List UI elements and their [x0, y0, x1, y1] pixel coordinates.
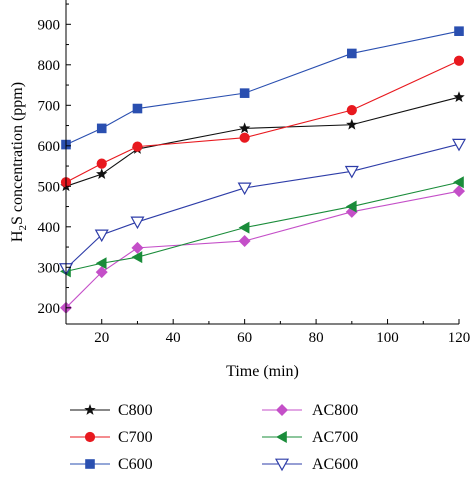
series-ac600: [58, 138, 467, 276]
x-tick-label: 40: [166, 330, 181, 346]
x-axis-title: Time (min): [226, 363, 299, 380]
data-point-c600: [132, 103, 143, 114]
data-point-c700: [346, 105, 357, 116]
legend-label-ac700: AC700: [312, 429, 358, 446]
x-tick-label: 60: [237, 330, 252, 346]
series-line-c600: [65, 30, 460, 146]
legend-item-ac800: AC800: [262, 402, 358, 419]
series-line-ac800: [65, 190, 460, 309]
legend-item-ac600: AC600: [262, 456, 358, 473]
data-point-ac600: [130, 216, 145, 230]
legend: C800 C700 C600 AC800 AC700 AC600: [70, 402, 358, 473]
series-line-c700: [65, 60, 460, 183]
data-point-ac800: [453, 185, 465, 198]
legend-marker-c600: [85, 459, 95, 469]
series-c700: [60, 55, 465, 188]
series-line-ac600: [65, 143, 460, 269]
data-point-c600: [347, 48, 357, 59]
data-point-c600: [454, 26, 464, 36]
y-axis-title-subscript: 2: [17, 225, 29, 231]
data-point-ac800: [238, 234, 251, 247]
data-point-c600: [96, 123, 107, 134]
x-tick-label: 100: [376, 330, 399, 346]
legend-marker-ac600: [274, 458, 290, 472]
data-point-ac700: [238, 221, 250, 234]
data-point-ac600: [237, 182, 252, 196]
y-axis-title-h: H: [9, 230, 26, 242]
data-point-ac600: [451, 138, 467, 152]
data-point-ac800: [131, 241, 144, 254]
series-ac800: [60, 185, 465, 314]
data-point-ac700: [345, 200, 357, 213]
series-c600: [61, 26, 464, 150]
legend-item-c800: C800: [70, 402, 153, 419]
legend-label-ac800: AC800: [312, 402, 358, 419]
legend-item-c600: C600: [70, 456, 153, 473]
axes: 20 40 60 80 100 120 200 300 400 500 600 700 800 900: [38, 0, 471, 346]
series-c800: [60, 91, 465, 192]
y-tick-label: 900: [38, 17, 61, 33]
legend-label-c700: C700: [118, 429, 153, 446]
data-point-ac700: [453, 176, 464, 189]
legend-label-c600: C600: [118, 456, 153, 473]
data-point-c800: [346, 118, 358, 130]
y-tick-label: 600: [38, 139, 61, 155]
data-point-ac700: [95, 257, 107, 270]
data-point-ac600: [94, 229, 109, 243]
data-point-c700: [239, 132, 250, 143]
y-tick-label: 500: [38, 179, 61, 195]
data-point-c800: [96, 168, 108, 179]
plot-area: [58, 26, 467, 314]
y-tick-label: 400: [38, 220, 61, 236]
legend-item-c700: C700: [70, 429, 153, 446]
x-tick-label: 80: [309, 330, 324, 346]
data-point-ac700: [131, 251, 143, 264]
legend-marker-ac800: [276, 404, 288, 416]
y-tick-label: 700: [38, 98, 61, 114]
y-axis-title-rest: S concentration (ppm): [9, 82, 26, 225]
legend-label-c800: C800: [118, 402, 153, 419]
y-tick-label: 200: [38, 301, 61, 317]
x-tick-label: 120: [448, 330, 471, 346]
data-point-ac600: [344, 165, 359, 179]
data-point-c700: [453, 55, 465, 66]
legend-marker-c800: [84, 404, 96, 415]
data-point-c700: [132, 141, 143, 152]
series-ac700: [60, 176, 464, 278]
series-line-ac700: [65, 181, 460, 272]
data-point-c800: [238, 122, 251, 134]
y-tick-label: 300: [38, 260, 61, 276]
legend-label-ac600: AC600: [312, 456, 358, 473]
data-point-c700: [96, 158, 107, 169]
data-point-c600: [239, 88, 250, 98]
x-tick-label: 20: [94, 330, 109, 346]
data-point-c800: [453, 91, 465, 103]
y-tick-label: 800: [38, 58, 61, 74]
legend-marker-c700: [84, 431, 96, 443]
data-point-ac800: [95, 266, 108, 279]
series-line-c800: [65, 96, 460, 187]
y-axis-title: H2S concentration (ppm): [9, 82, 29, 242]
legend-marker-ac700: [276, 431, 287, 443]
legend-item-ac700: AC700: [262, 429, 358, 446]
